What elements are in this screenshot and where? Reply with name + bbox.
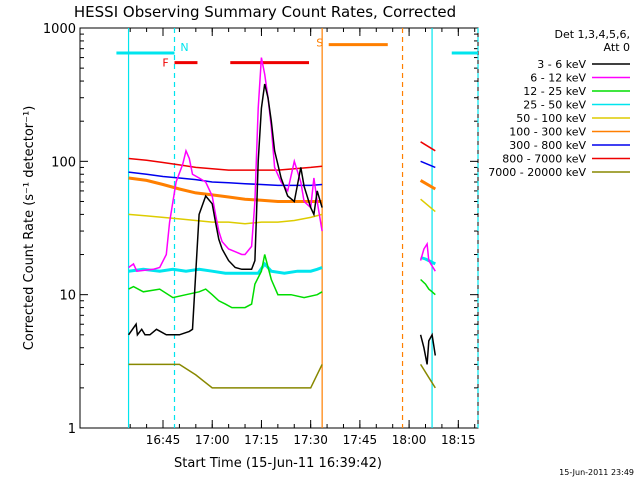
x-tick-label: 16:45	[146, 433, 181, 447]
legend-label: 25 - 50 keV	[523, 99, 586, 112]
series-line	[128, 157, 323, 171]
series-line	[419, 364, 436, 389]
flag-F-label: F	[162, 57, 168, 70]
series-line	[420, 160, 436, 169]
y-tick-label: 100	[51, 155, 76, 170]
series-line	[420, 141, 436, 152]
legend-label: 300 - 800 keV	[509, 139, 586, 152]
legend-header: Att 0	[604, 41, 630, 54]
x-axis: 16:45 17:00 17:15 17:30 17:45 18:00 18:15	[129, 28, 476, 447]
series-line	[128, 176, 323, 203]
plot-area	[79, 27, 479, 429]
y-tick-label: 10	[59, 289, 76, 304]
series-line	[420, 278, 436, 296]
x-tick-label: 17:30	[293, 433, 328, 447]
legend-label: 3 - 6 keV	[537, 58, 586, 71]
legend-label: 6 - 12 keV	[530, 72, 586, 85]
flag-S-label: S	[316, 37, 323, 50]
flag-N-label: N	[180, 41, 188, 54]
x-tick-label: 17:45	[343, 433, 378, 447]
annotations: FN S	[116, 28, 479, 428]
y-tick-label: 1	[68, 422, 76, 437]
y-axis-label: Corrected Count Rate (s⁻¹ detector⁻¹)	[22, 106, 37, 351]
series-line	[420, 198, 436, 213]
series-line	[419, 332, 437, 365]
series-line	[127, 83, 323, 337]
series-line	[128, 171, 323, 187]
series-line	[128, 261, 323, 275]
x-tick-label: 18:00	[392, 433, 427, 447]
y-tick-label: 1000	[43, 22, 76, 37]
x-tick-label: 17:00	[195, 433, 230, 447]
plot-frame	[79, 27, 479, 429]
series-line	[128, 57, 323, 273]
series-layer	[127, 57, 437, 389]
series-line	[419, 179, 437, 191]
legend-header: Det 1,3,4,5,6,	[554, 28, 630, 41]
chart-title: HESSI Observing Summary Count Rates, Cor…	[74, 3, 456, 21]
x-tick-label: 17:15	[244, 433, 279, 447]
x-axis-label: Start Time (15-Jun-11 16:39:42)	[174, 456, 382, 471]
series-line	[128, 213, 323, 225]
series-line	[128, 254, 323, 309]
series-line	[419, 241, 436, 272]
y-axis: 1 10 100 1000	[43, 22, 478, 437]
legend-label: 12 - 25 keV	[523, 85, 586, 98]
legend-label: 100 - 300 keV	[509, 126, 586, 139]
legend-label: 50 - 100 keV	[516, 112, 586, 125]
legend-label: 800 - 7000 keV	[502, 153, 586, 166]
x-tick-label: 18:15	[441, 433, 476, 447]
series-line	[128, 363, 323, 389]
legend-label: 7000 - 20000 keV	[488, 166, 586, 179]
timestamp: 15-Jun-2011 23:49	[559, 468, 634, 477]
